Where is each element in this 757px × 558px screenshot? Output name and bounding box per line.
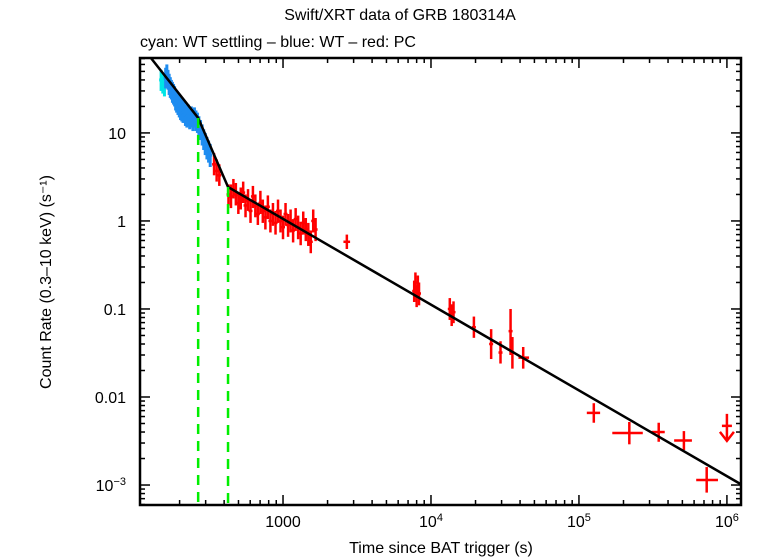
chart-title: Swift/XRT data of GRB 180314A <box>284 7 516 24</box>
data-point <box>696 467 718 493</box>
data-point <box>241 181 246 203</box>
data-layer <box>149 58 741 505</box>
data-point <box>265 195 270 220</box>
x-tick-label: 106 <box>715 512 739 531</box>
data-point <box>674 431 692 450</box>
data-point <box>248 199 253 223</box>
series-pc <box>212 153 735 493</box>
data-point <box>471 316 476 338</box>
plot-frame <box>138 56 743 507</box>
data-point <box>508 308 513 356</box>
y-tick-label: 0.1 <box>104 302 126 319</box>
axes: 1000 104 105 106 10 1 0.1 0.01 10−3 <box>95 56 743 531</box>
x-axis-label: Time since BAT trigger (s) <box>349 540 533 557</box>
y-tick-label: 10−3 <box>96 476 126 495</box>
data-point <box>651 422 665 442</box>
data-point <box>489 329 494 360</box>
y-tick-label: 0.01 <box>95 390 126 407</box>
data-point <box>451 301 456 324</box>
data-point <box>343 234 351 250</box>
plot-area <box>149 58 741 505</box>
fit-line <box>149 58 741 485</box>
data-point <box>586 403 601 423</box>
series-wt <box>163 64 213 168</box>
y-tick-label: 1 <box>117 214 126 231</box>
data-point <box>417 282 422 306</box>
y-axis-label: Count Rate (0.3–10 keV) (s⁻¹) <box>38 175 55 389</box>
data-point <box>298 221 303 246</box>
x-tick-label: 105 <box>567 512 591 531</box>
data-point <box>612 421 643 445</box>
y-tick-label: 10 <box>108 126 126 143</box>
data-point <box>260 199 265 223</box>
upper-limit-arrow <box>718 413 735 443</box>
upper-limit-head <box>718 431 735 443</box>
x-tick-label: 1000 <box>265 514 301 531</box>
chart-subtitle: cyan: WT settling – blue: WT – red: PC <box>140 34 416 51</box>
x-tick-label: 104 <box>419 512 443 531</box>
